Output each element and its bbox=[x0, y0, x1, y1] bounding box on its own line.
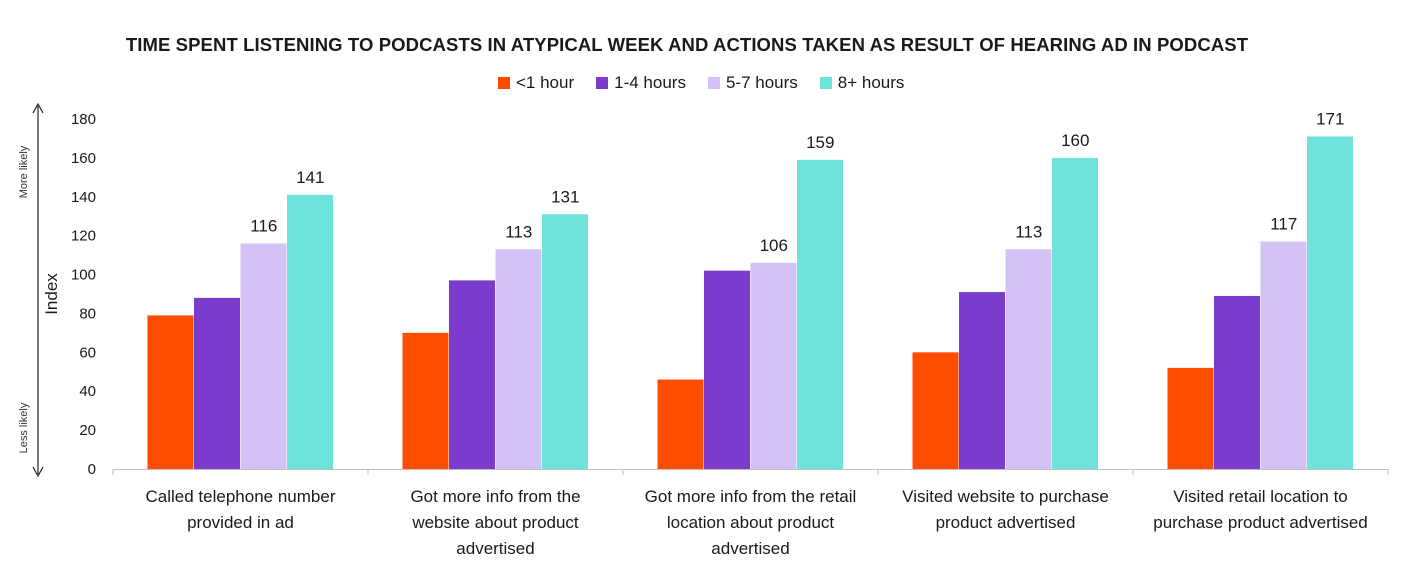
y-tick-label: 180 bbox=[71, 111, 96, 128]
category-label: advertised bbox=[711, 539, 789, 558]
data-label: 131 bbox=[551, 187, 579, 206]
data-labels: 116 113 106 113 117 141 131 159 160 171 bbox=[250, 110, 1344, 255]
legend-item-5-7-hours: 5-7 hours bbox=[707, 73, 798, 93]
legend-item-under-1-hour: <1 hour bbox=[498, 73, 574, 93]
data-label: 160 bbox=[1061, 131, 1089, 150]
legend-swatch bbox=[819, 77, 832, 89]
bar bbox=[449, 280, 495, 469]
legend-swatch bbox=[498, 77, 510, 89]
less-likely-label: Less likely bbox=[18, 402, 30, 453]
y-tick-label: 20 bbox=[79, 422, 96, 439]
bar bbox=[1005, 249, 1052, 469]
y-tick-label: 120 bbox=[71, 228, 96, 245]
bar bbox=[402, 332, 449, 469]
category-label: Visited website to purchase bbox=[902, 487, 1109, 506]
y-tick-label: 0 bbox=[88, 461, 96, 478]
bar bbox=[495, 249, 542, 469]
bar bbox=[912, 352, 959, 469]
data-label: 117 bbox=[1270, 215, 1297, 234]
data-label: 113 bbox=[1015, 222, 1042, 241]
bar bbox=[147, 315, 194, 469]
bar bbox=[657, 379, 704, 469]
x-axis: Called telephone number provided in ad Got… bbox=[112, 469, 1389, 558]
bar bbox=[959, 292, 1005, 469]
legend-label: <1 hour bbox=[516, 73, 575, 92]
arrow-down-icon bbox=[32, 466, 44, 478]
category-label: Visited retail location to bbox=[1173, 487, 1348, 506]
category-label: purchase product advertised bbox=[1153, 513, 1368, 532]
legend-swatch bbox=[596, 77, 609, 89]
legend-label: 8+ hours bbox=[837, 73, 905, 92]
data-label: 141 bbox=[296, 168, 324, 187]
bar bbox=[1052, 157, 1098, 469]
data-label: 159 bbox=[806, 133, 834, 152]
category-label: Called telephone number bbox=[146, 487, 336, 506]
bar bbox=[704, 270, 750, 469]
bar bbox=[1167, 367, 1214, 469]
data-label: 116 bbox=[250, 216, 277, 235]
bar bbox=[287, 194, 333, 470]
y-tick-label: 160 bbox=[71, 150, 96, 167]
bars bbox=[147, 136, 1353, 470]
category-label: product advertised bbox=[936, 513, 1076, 532]
y-tick-label: 80 bbox=[79, 305, 96, 322]
data-label: 113 bbox=[505, 222, 532, 241]
bar bbox=[240, 243, 287, 469]
bar bbox=[750, 262, 797, 469]
data-label: 106 bbox=[760, 236, 788, 255]
more-likely-label: More likely bbox=[18, 145, 30, 198]
y-axis-label: Index bbox=[42, 273, 61, 315]
arrow-up-icon bbox=[32, 102, 44, 114]
y-axis-ticks: 0 20 40 60 80 100 120 140 160 180 bbox=[71, 111, 96, 478]
category-label: Got more info from the bbox=[410, 487, 580, 506]
y-tick-label: 100 bbox=[71, 267, 96, 284]
bar bbox=[797, 159, 843, 470]
bar bbox=[1307, 136, 1353, 469]
legend-item-8-plus-hours: 8+ hours bbox=[819, 73, 905, 93]
legend: <1 hour 1-4 hours 5-7 hours 8+ hours bbox=[498, 72, 904, 94]
bar bbox=[1214, 295, 1260, 469]
bar bbox=[542, 214, 588, 469]
y-tick-label: 140 bbox=[71, 189, 96, 206]
bar bbox=[194, 297, 240, 469]
legend-swatch bbox=[707, 77, 720, 89]
category-label: location about product bbox=[667, 513, 835, 532]
bar bbox=[1260, 241, 1307, 469]
y-tick-label: 60 bbox=[79, 344, 96, 361]
category-label: Got more info from the retail bbox=[645, 487, 857, 506]
chart-title: TIME SPENT LISTENING TO PODCASTS IN ATYP… bbox=[125, 34, 1249, 55]
legend-label: 1-4 hours bbox=[614, 73, 686, 92]
data-label: 171 bbox=[1316, 110, 1344, 129]
legend-label: 5-7 hours bbox=[725, 73, 798, 92]
y-tick-label: 40 bbox=[79, 383, 96, 400]
category-label: provided in ad bbox=[187, 513, 294, 532]
category-label: advertised bbox=[456, 539, 534, 558]
legend-item-1-4-hours: 1-4 hours bbox=[596, 73, 686, 93]
category-label: website about product bbox=[411, 513, 579, 532]
